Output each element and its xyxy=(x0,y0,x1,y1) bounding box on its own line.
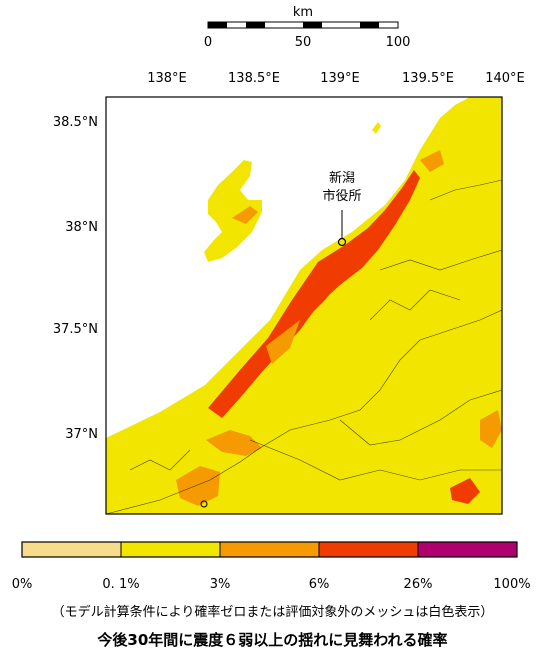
scale-bar: km 0 50 100 xyxy=(204,5,411,50)
hazard-map: km 0 50 100 138°E 138.5°E 139°E 139.5°E … xyxy=(12,5,531,592)
legend: 0% 0. 1% 3% 6% 26% 100% xyxy=(12,541,531,592)
lon-label-138-5: 138.5°E xyxy=(228,71,280,86)
lat-label-38: 38°N xyxy=(65,220,98,235)
legend-swatch-0 xyxy=(22,542,121,557)
lat-label-37: 37°N xyxy=(65,427,98,442)
niigata-city-hall-marker-icon xyxy=(337,237,347,247)
city-marker: 新潟 市役所 xyxy=(322,170,362,247)
legend-swatch-4 xyxy=(418,542,517,557)
lat-label-38-5: 38.5°N xyxy=(53,115,98,130)
lon-label-140: 140°E xyxy=(485,71,525,86)
city-label-line1: 新潟 xyxy=(329,170,355,186)
legend-label-1: 0. 1% xyxy=(102,577,139,592)
legend-swatch-3 xyxy=(319,542,418,557)
legend-label-5: 100% xyxy=(493,577,530,592)
lon-label-138: 138°E xyxy=(147,71,187,86)
scale-tick-50: 50 xyxy=(295,35,312,50)
legend-swatch-1 xyxy=(121,542,220,557)
legend-label-0: 0% xyxy=(12,577,33,592)
lon-label-139: 139°E xyxy=(320,71,360,86)
footer-title: 今後30年間に震度６弱以上の揺れに見舞われる確率 xyxy=(97,631,448,649)
point-marker-icon xyxy=(200,500,208,508)
city-label-line2: 市役所 xyxy=(322,188,361,204)
legend-swatch-2 xyxy=(220,542,319,557)
lon-label-139-5: 139.5°E xyxy=(402,71,454,86)
map-area xyxy=(106,97,502,514)
legend-label-4: 26% xyxy=(404,577,433,592)
footer-note: （モデル計算条件により確率ゼロまたは評価対象外のメッシュは白色表示） xyxy=(51,605,494,620)
scale-tick-0: 0 xyxy=(204,35,212,50)
scale-tick-100: 100 xyxy=(386,35,411,50)
scale-unit-label: km xyxy=(293,5,313,20)
legend-label-3: 6% xyxy=(309,577,330,592)
legend-label-2: 3% xyxy=(210,577,231,592)
map-frame xyxy=(105,96,503,515)
lat-label-37-5: 37.5°N xyxy=(53,322,98,337)
